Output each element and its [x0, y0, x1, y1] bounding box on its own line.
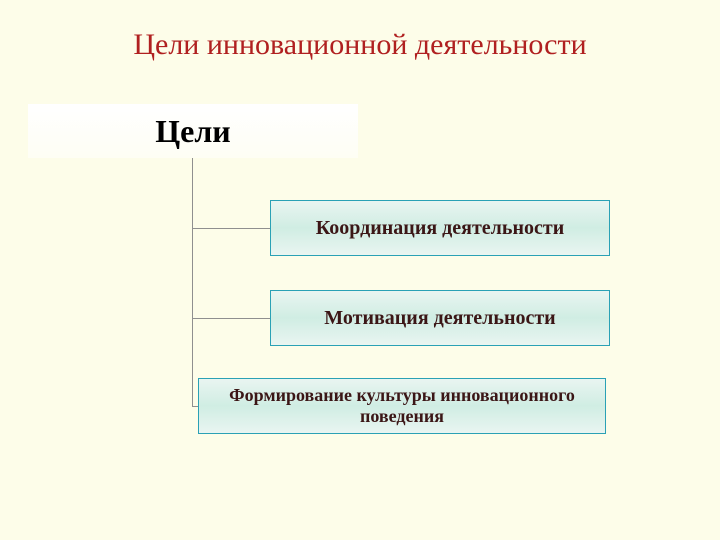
tree-root-label: Цели [155, 113, 230, 150]
slide-title: Цели инновационной деятельности [0, 0, 720, 62]
tree-root-box: Цели [28, 104, 358, 158]
connector-branch-1 [192, 228, 270, 229]
tree-child-3: Формирование культуры инновационного пов… [198, 378, 606, 434]
tree-child-1: Координация деятельности [270, 200, 610, 256]
connector-branch-2 [192, 318, 270, 319]
slide-title-text: Цели инновационной деятельности [133, 28, 586, 61]
tree-child-2-label: Мотивация деятельности [324, 307, 555, 330]
tree-child-2: Мотивация деятельности [270, 290, 610, 346]
connector-trunk [192, 158, 193, 406]
tree-child-3-label: Формирование культуры инновационного пов… [207, 385, 597, 427]
tree-child-1-label: Координация деятельности [316, 217, 564, 240]
